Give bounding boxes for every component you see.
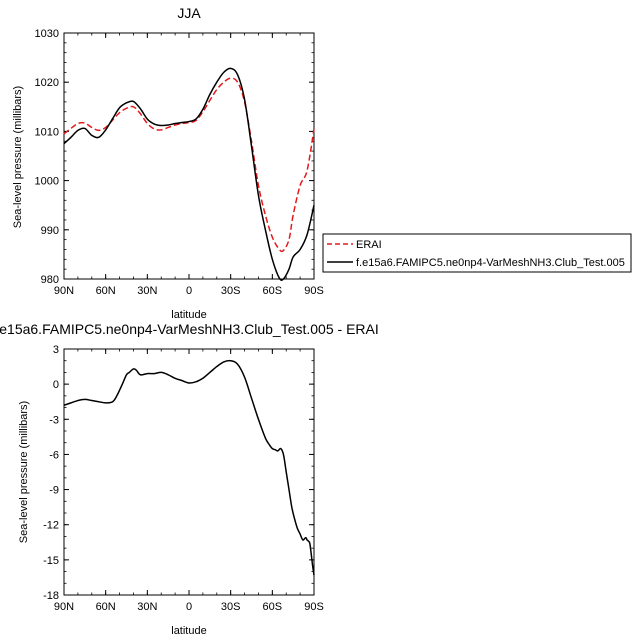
bottom-x-axis-label: latitude	[171, 625, 206, 637]
x-tick-label: 30S	[221, 285, 241, 297]
y-tick-label: -18	[43, 590, 59, 602]
top-chart-title: JJA	[177, 5, 201, 21]
top-x-axis-label: latitude	[171, 309, 206, 321]
series-line-1-0	[63, 359, 315, 576]
x-tick-label: 90N	[54, 601, 74, 613]
bottom-chart-title: e15a6.FAMIPC5.ne0np4-VarMeshNH3.Club_Tes…	[0, 321, 379, 337]
top-plot-area: 90N 60N 30N 0 30S 60S 90S 980 990 1000 1010 1020 103…	[35, 28, 324, 297]
bottom-plot-area: 90N 60N 30N 0 30S 60S 90S -18 -15 -12 -9 -6 -3 0 3	[43, 344, 324, 613]
x-tick-label: 0	[186, 601, 192, 613]
y-tick-label: 980	[41, 274, 59, 286]
series-line-0-0	[63, 77, 315, 253]
y-tick-label: -9	[49, 485, 59, 497]
x-tick-label: 60S	[263, 601, 283, 613]
x-tick-label: 90S	[304, 285, 324, 297]
y-tick-label: -6	[49, 449, 59, 461]
y-tick-label: 1000	[35, 176, 59, 188]
y-tick-label: -15	[43, 555, 59, 567]
x-tick-label: 60S	[263, 285, 283, 297]
y-tick-label: 1010	[35, 126, 59, 138]
x-tick-label: 60N	[96, 285, 116, 297]
plot-frame	[63, 32, 315, 280]
top-panel: JJA 90N 60N 30N 0 30S 60S 90S 980 990 1000 1010 102…	[12, 5, 324, 321]
x-tick-label: 30N	[137, 601, 157, 613]
x-tick-label: 0	[186, 285, 192, 297]
top-y-axis-label: Sea-level pressure (millibars)	[12, 86, 24, 228]
y-tick-label: 3	[53, 344, 59, 356]
y-tick-label: 0	[53, 379, 59, 391]
legend-erai-label: ERAI	[356, 239, 382, 251]
legend: ERAI f.e15a6.FAMIPC5.ne0np4-VarMeshNH3.C…	[322, 233, 632, 273]
x-tick-label: 30N	[137, 285, 157, 297]
bottom-panel: e15a6.FAMIPC5.ne0np4-VarMeshNH3.Club_Tes…	[0, 321, 379, 637]
legend-box	[322, 233, 632, 273]
x-tick-label: 60N	[96, 601, 116, 613]
bottom-y-axis-label: Sea-level pressure (millibars)	[18, 401, 30, 543]
series-line-0-1	[63, 67, 315, 282]
y-tick-label: -3	[49, 414, 59, 426]
y-tick-label: -12	[43, 520, 59, 532]
y-tick-label: 990	[41, 225, 59, 237]
legend-model-label: f.e15a6.FAMIPC5.ne0np4-VarMeshNH3.Club_T…	[356, 257, 625, 269]
y-tick-label: 1030	[35, 28, 59, 40]
x-tick-label: 90N	[54, 285, 74, 297]
y-tick-label: 1020	[35, 77, 59, 89]
plot-frame	[63, 348, 315, 596]
x-tick-label: 30S	[221, 601, 241, 613]
x-tick-label: 90S	[304, 601, 324, 613]
